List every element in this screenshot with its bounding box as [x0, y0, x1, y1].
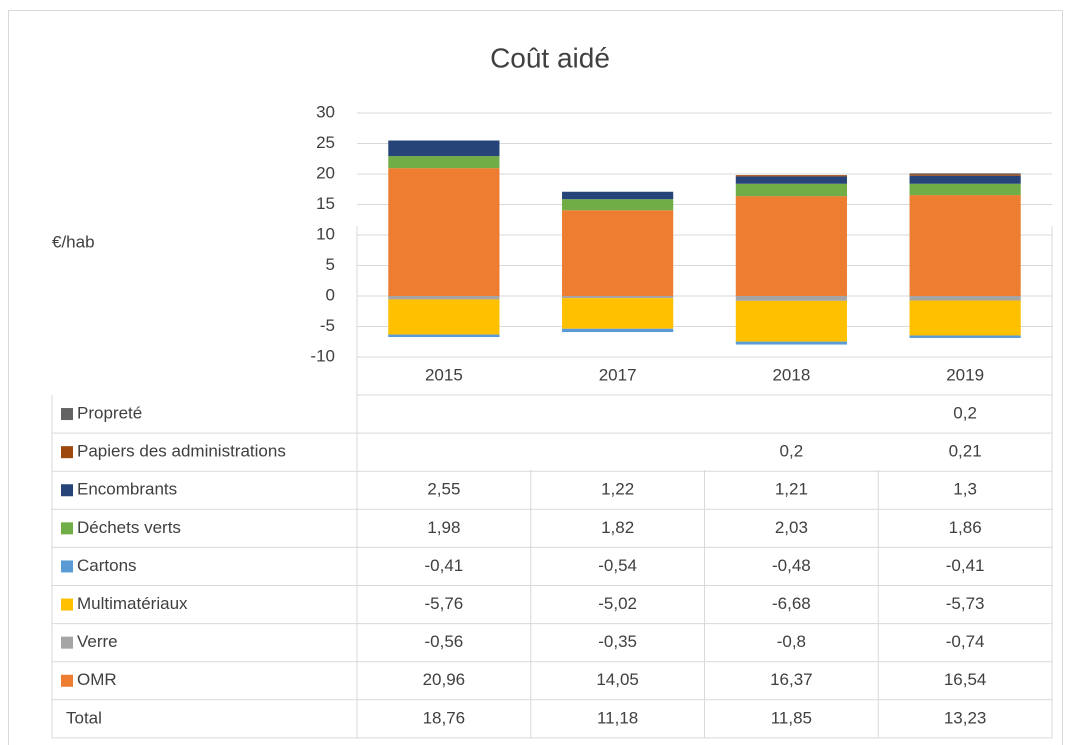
y-tick-label: 0 — [326, 285, 335, 304]
table-value: -0,56 — [425, 632, 464, 651]
x-tick-label: 2019 — [946, 365, 984, 384]
legend-label: Propreté — [77, 404, 142, 423]
table-value: 1,86 — [949, 518, 982, 537]
bar-segment — [735, 175, 847, 177]
x-tick-label: 2015 — [425, 365, 463, 384]
bar-segment — [562, 328, 674, 333]
bar-segment — [735, 341, 847, 345]
table-value: -5,02 — [598, 594, 637, 613]
legend-label: Verre — [77, 632, 118, 651]
y-tick-label: 5 — [326, 255, 335, 274]
bar-segment — [388, 299, 500, 335]
bar-segment — [562, 210, 674, 296]
table-value: 1,3 — [953, 480, 977, 499]
total-value: 11,18 — [597, 708, 638, 727]
y-tick-label: 10 — [316, 224, 335, 243]
x-tick-label: 2017 — [599, 365, 637, 384]
legend-swatch — [61, 522, 73, 535]
legend-swatch — [61, 446, 73, 459]
table-value: -0,41 — [946, 556, 985, 575]
y-axis-label: €/hab — [52, 232, 95, 251]
y-tick-label: 25 — [316, 133, 335, 152]
legend-label: Encombrants — [77, 480, 177, 499]
legend-swatch — [61, 598, 73, 611]
table-value: 0,2 — [953, 404, 977, 423]
chart-title: Coût aidé — [490, 42, 610, 73]
table-value: 0,21 — [949, 442, 982, 461]
y-tick-label: -5 — [320, 316, 335, 335]
bar-segment — [388, 156, 500, 169]
bar-segment — [735, 196, 847, 296]
legend-swatch — [61, 560, 73, 573]
table-value: 1,82 — [601, 518, 634, 537]
legend-swatch — [61, 408, 73, 421]
table-value: -5,76 — [425, 594, 464, 613]
legend-swatch — [61, 484, 73, 497]
bar-segment — [562, 298, 674, 329]
x-tick-label: 2018 — [772, 365, 810, 384]
bar-segment — [388, 140, 500, 157]
total-label: Total — [66, 708, 102, 727]
total-value: 13,23 — [944, 708, 987, 727]
legend-label: OMR — [77, 670, 117, 689]
legend-swatch — [61, 636, 73, 649]
bar-segment — [909, 175, 1021, 184]
table-value: 20,96 — [423, 670, 466, 689]
bar-segment — [909, 174, 1021, 176]
y-tick-label: -10 — [310, 346, 335, 365]
table-value: 16,37 — [770, 670, 813, 689]
table-value: -0,54 — [598, 556, 637, 575]
table-value: -0,35 — [598, 632, 637, 651]
bar-segment — [388, 334, 500, 338]
legend-label: Déchets verts — [77, 518, 181, 537]
bar-segment — [388, 296, 500, 300]
table-value: 1,21 — [775, 480, 808, 499]
bar-segment — [735, 183, 847, 197]
table-value: -0,41 — [425, 556, 464, 575]
bar-segment — [735, 300, 847, 342]
bar-segment — [909, 195, 1021, 296]
table-value: -0,74 — [946, 632, 985, 651]
chart-frame — [8, 10, 1063, 745]
bar-segment — [909, 183, 1021, 196]
legend-swatch — [61, 674, 73, 687]
table-value: 2,55 — [427, 480, 460, 499]
y-tick-label: 30 — [316, 102, 335, 121]
bar-segment — [562, 296, 674, 299]
bar-segment — [562, 191, 674, 200]
y-tick-label: 20 — [316, 163, 335, 182]
table-value: -5,73 — [946, 594, 985, 613]
table-value: 0,2 — [780, 442, 804, 461]
bar-segment — [735, 176, 847, 184]
legend-label: Papiers des administrations — [77, 442, 286, 461]
bar-segment — [909, 335, 1021, 338]
legend-label: Multimatériaux — [77, 594, 188, 613]
total-value: 11,85 — [771, 708, 812, 727]
table-value: -6,68 — [772, 594, 811, 613]
bar-segment — [909, 173, 1021, 175]
table-value: -0,8 — [777, 632, 806, 651]
table-value: 1,98 — [427, 518, 460, 537]
bar-segment — [388, 168, 500, 296]
bar-segment — [909, 296, 1021, 301]
legend-label: Cartons — [77, 556, 137, 575]
bar-segment — [562, 199, 674, 211]
table-value: 1,22 — [601, 480, 634, 499]
y-tick-label: 15 — [316, 194, 335, 213]
bar-segment — [735, 296, 847, 301]
table-value: -0,48 — [772, 556, 811, 575]
total-value: 18,76 — [423, 708, 466, 727]
table-value: 2,03 — [775, 518, 808, 537]
table-value: 16,54 — [944, 670, 987, 689]
bar-segment — [909, 300, 1021, 336]
table-value: 14,05 — [596, 670, 639, 689]
